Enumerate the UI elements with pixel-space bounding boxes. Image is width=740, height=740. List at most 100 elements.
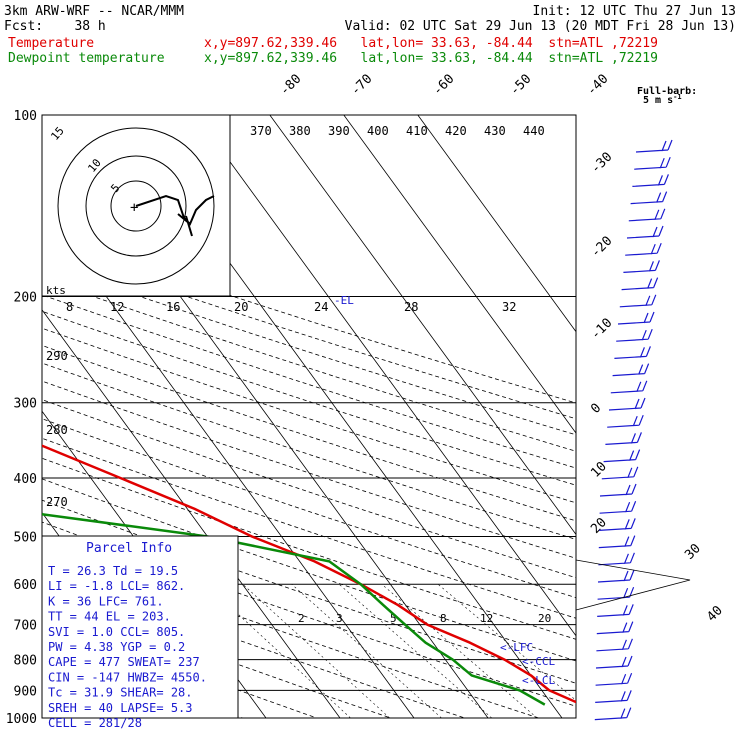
mixing-ratio-line — [381, 583, 538, 718]
dry-adiabat — [42, 294, 576, 469]
mixing-ratio-label: 8 — [440, 612, 447, 625]
pressure-tick-label: 100 — [14, 109, 37, 124]
dewpoint-legend-label: Dewpoint temperature — [8, 51, 165, 66]
lfc-marker: <-LFC — [500, 641, 533, 654]
pressure-tick-label: 1000 — [6, 712, 37, 727]
dry-adiabat — [42, 344, 576, 522]
parcel-info-line: SREH = 40 LAPSE= 5.3 — [48, 701, 193, 715]
temperature-tick-label: 0 — [588, 401, 604, 417]
pressure-tick-label: 900 — [14, 684, 37, 699]
dry-adiabat — [42, 232, 576, 404]
mixing-ratio-line — [291, 584, 442, 718]
mixing-ratio-line — [338, 583, 492, 718]
parcel-info-title: Parcel Info — [86, 541, 172, 556]
temperature-tick-label: -80 — [277, 72, 304, 99]
temperature-tick-label: 40 — [704, 603, 726, 625]
isotherm — [42, 309, 341, 718]
mixing-ratio-line — [242, 584, 390, 718]
temperature-tick-label: -10 — [588, 316, 615, 343]
parcel-info-line: T = 26.3 Td = 19.5 — [48, 564, 178, 578]
upper-axis-label: 20 — [234, 300, 248, 314]
dry-adiabat — [42, 437, 576, 619]
parcel-info-line: CELL = 281/28 — [48, 716, 142, 730]
theta-label: 430 — [484, 124, 506, 138]
hodograph-ring — [85, 155, 187, 257]
ccl-marker: <-CCL — [522, 655, 555, 668]
pressure-tick-label: 400 — [14, 472, 37, 487]
wind-barb — [632, 174, 669, 187]
theta-label: 280 — [46, 423, 68, 437]
dry-adiabat — [42, 567, 466, 718]
temperature-tick-label: -60 — [430, 72, 457, 99]
wind-barb — [608, 397, 646, 411]
pressure-tick-label: 500 — [14, 530, 37, 545]
upper-axis-label: 12 — [110, 300, 124, 314]
hodograph-ring — [57, 127, 215, 285]
theta-label: 270 — [46, 495, 68, 509]
dry-adiabat — [42, 310, 576, 486]
wind-barb — [612, 363, 650, 377]
temperature-tick-label: -50 — [507, 72, 534, 99]
wind-barb — [596, 621, 634, 635]
pressure-tick-label: 700 — [14, 619, 37, 634]
wind-barb — [601, 466, 639, 480]
temperature-tick-label: -30 — [588, 150, 615, 177]
parcel-info-line: TT = 44 EL = 203. — [48, 610, 171, 624]
pressure-tick-label: 800 — [14, 654, 37, 669]
pressure-tick-label: 300 — [14, 397, 37, 412]
theta-label: 420 — [445, 124, 467, 138]
wind-barb — [623, 260, 660, 273]
wind-barb — [594, 707, 632, 721]
el-marker: -EL — [334, 294, 354, 307]
upper-axis-label: 16 — [166, 300, 180, 314]
upper-axis-label: 8 — [66, 300, 73, 314]
isotherm — [269, 115, 576, 536]
temperature-tick-label: 20 — [588, 515, 610, 537]
temperature-tick-label: 30 — [682, 541, 704, 563]
full-barb-unit: 5 m s-1 — [643, 93, 682, 106]
wind-barb — [598, 535, 636, 549]
parcel-info-line: CAPE = 477 SWEAT= 237 — [48, 655, 200, 669]
header-line2-right: Valid: 02 UTC Sat 29 Jun 13 (20 MDT Fri … — [344, 19, 736, 34]
temperature-tick-label: -70 — [348, 72, 375, 99]
wind-barb — [598, 552, 635, 566]
dry-adiabat — [42, 418, 576, 599]
wind-barb — [634, 156, 671, 170]
wind-barb — [595, 672, 633, 686]
theta-label: 400 — [367, 124, 389, 138]
wind-barb — [599, 518, 636, 531]
wind-barb — [595, 655, 633, 669]
header-line2-left: Fcst: 38 h — [4, 19, 106, 34]
dewpoint-line — [42, 512, 546, 706]
hodograph-unit-label: kts — [46, 284, 66, 297]
wind-barb — [603, 449, 641, 463]
wind-barb — [625, 242, 662, 256]
theta-label: 410 — [406, 124, 428, 138]
parcel-info-line: CIN = -147 HWBZ= 4550. — [48, 670, 207, 684]
hodograph-center: + — [130, 200, 138, 216]
isotherm — [343, 115, 576, 434]
theta-label: 440 — [523, 124, 545, 138]
mixing-ratio-label: 5 — [390, 612, 397, 625]
barb-guide — [575, 559, 691, 611]
wind-barb — [597, 604, 634, 617]
lcl-marker: <-LCL — [522, 674, 555, 687]
header-line1-right: Init: 12 UTC Thu 27 Jun 13 — [532, 4, 737, 19]
dry-adiabat — [42, 262, 576, 436]
wind-barb — [616, 328, 653, 342]
wind-barb — [619, 294, 657, 308]
wind-barb — [630, 191, 668, 205]
wind-barb — [635, 139, 673, 153]
mixing-ratio-label: 20 — [538, 612, 551, 625]
wind-barb — [626, 225, 664, 239]
dewpoint-location: x,y=897.62,339.46 lat,lon= 33.63, -84.44… — [204, 51, 658, 66]
mixing-ratio-label: 12 — [480, 612, 493, 625]
isotherm — [195, 115, 576, 637]
hodograph-ring — [110, 180, 162, 232]
dry-adiabat — [42, 478, 576, 662]
wind-barb — [605, 432, 642, 445]
theta-label: 370 — [250, 124, 272, 138]
temperature-legend-label: Temperature — [8, 36, 95, 51]
parcel-info-line: K = 36 LFC= 761. — [48, 594, 164, 608]
wind-barb — [596, 638, 633, 652]
